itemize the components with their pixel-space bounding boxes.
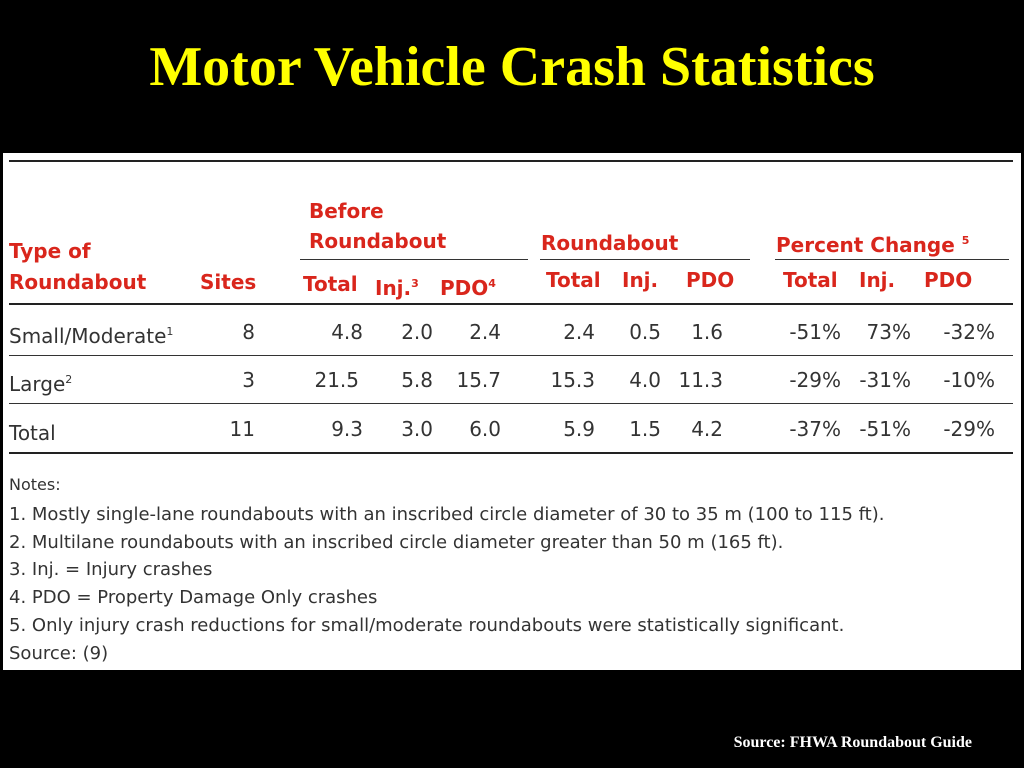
roundabout-group-rule	[540, 259, 750, 260]
row-before-pdo: 6.0	[469, 417, 501, 441]
row-before-inj: 2.0	[401, 320, 433, 344]
row-type: Small/Moderate1	[9, 324, 174, 348]
header-pct-total: Total	[783, 268, 838, 292]
before-group-rule	[300, 259, 528, 260]
row-pct-pdo: -32%	[943, 320, 995, 344]
row-after-inj: 4.0	[629, 368, 661, 392]
row-type: Large2	[9, 372, 73, 396]
row-after-inj: 0.5	[629, 320, 661, 344]
header-after-pdo: PDO	[686, 268, 735, 292]
note-2: 2. Multilane roundabouts with an inscrib…	[9, 532, 784, 553]
row-after-pdo: 4.2	[691, 417, 723, 441]
note-4: 4. PDO = Property Damage Only crashes	[9, 587, 378, 608]
table-top-rule	[9, 160, 1013, 162]
row-pct-total: -51%	[789, 320, 841, 344]
row-before-total: 9.3	[331, 417, 363, 441]
header-percent-change: Percent Change 5	[776, 233, 970, 257]
row-divider	[9, 355, 1013, 356]
row-type: Total	[9, 421, 56, 445]
header-pct-inj: Inj.	[859, 268, 896, 292]
note-source: Source: (9)	[9, 643, 109, 664]
row-after-total: 2.4	[563, 320, 595, 344]
row-before-total: 4.8	[331, 320, 363, 344]
header-roundabout: Roundabout	[541, 231, 679, 255]
row-divider	[9, 403, 1013, 404]
header-before-line2: Roundabout	[309, 229, 447, 253]
header-before-pdo: PDO4	[440, 276, 496, 300]
row-after-total: 15.3	[550, 368, 595, 392]
header-after-total: Total	[546, 268, 601, 292]
notes-heading: Notes:	[9, 475, 61, 494]
row-before-total: 21.5	[314, 368, 359, 392]
percent-group-rule	[775, 259, 1009, 260]
note-1: 1. Mostly single-lane roundabouts with a…	[9, 504, 885, 525]
row-pct-pdo: -29%	[943, 417, 995, 441]
row-after-pdo: 11.3	[678, 368, 723, 392]
header-bottom-rule	[9, 303, 1013, 305]
crash-statistics-table: Before Roundabout Roundabout Percent Cha…	[3, 153, 1021, 670]
row-after-inj: 1.5	[629, 417, 661, 441]
row-sites: 8	[242, 320, 255, 344]
header-before-total: Total	[303, 272, 358, 296]
row-pct-inj: -51%	[859, 417, 911, 441]
header-type-line1: Type of	[9, 239, 91, 263]
row-before-inj: 5.8	[401, 368, 433, 392]
row-pct-total: -29%	[789, 368, 841, 392]
slide-source: Source: FHWA Roundabout Guide	[733, 734, 972, 751]
row-pct-pdo: -10%	[943, 368, 995, 392]
header-after-inj: Inj.	[622, 268, 659, 292]
row-after-pdo: 1.6	[691, 320, 723, 344]
row-pct-inj: 73%	[866, 320, 911, 344]
row-sites: 3	[242, 368, 255, 392]
row-sites: 11	[229, 417, 255, 441]
row-pct-inj: -31%	[859, 368, 911, 392]
header-pct-pdo: PDO	[924, 268, 973, 292]
slide-title: Motor Vehicle Crash Statistics	[149, 36, 875, 98]
row-before-pdo: 15.7	[456, 368, 501, 392]
row-pct-total: -37%	[789, 417, 841, 441]
header-before-inj: Inj.3	[375, 276, 419, 300]
table-bottom-rule	[9, 452, 1013, 454]
header-type-line2: Roundabout	[9, 270, 147, 294]
row-before-pdo: 2.4	[469, 320, 501, 344]
note-5: 5. Only injury crash reductions for smal…	[9, 615, 845, 636]
note-3: 3. Inj. = Injury crashes	[9, 559, 213, 580]
header-sites: Sites	[200, 270, 257, 294]
header-before-line1: Before	[309, 199, 384, 223]
row-before-inj: 3.0	[401, 417, 433, 441]
row-after-total: 5.9	[563, 417, 595, 441]
